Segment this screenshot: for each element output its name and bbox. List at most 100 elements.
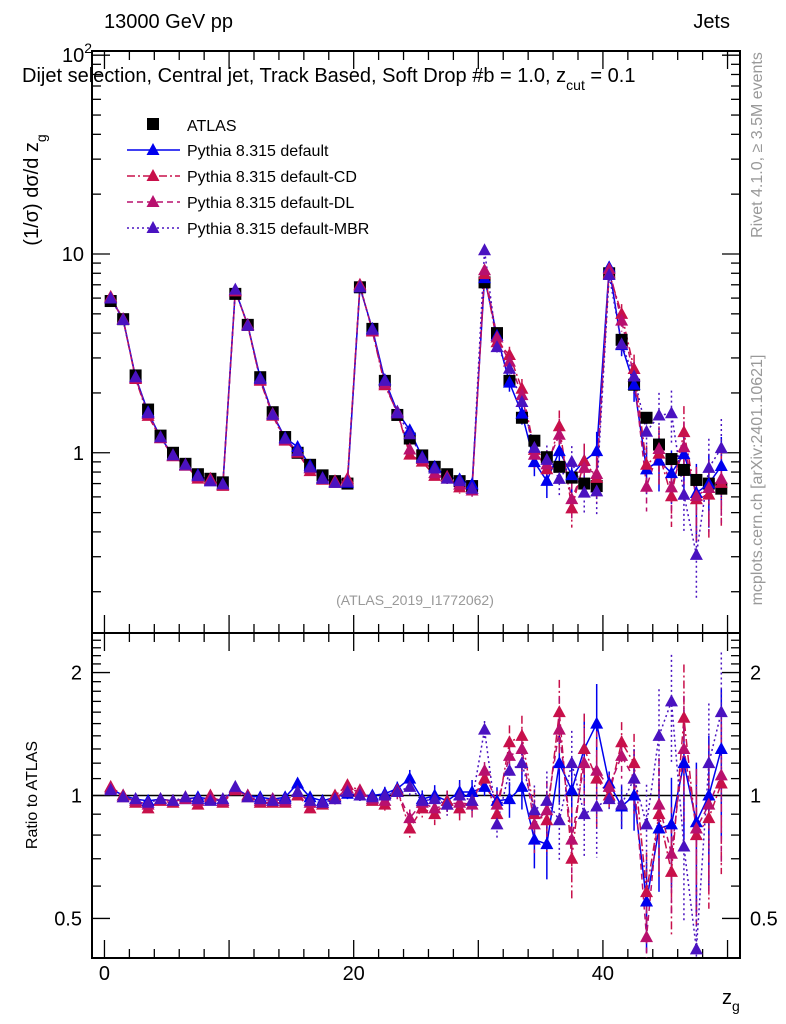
mc-point-3 — [104, 291, 118, 304]
mc-point-3 — [266, 407, 280, 420]
ratio-point-1 — [490, 807, 504, 820]
mc-point-2 — [664, 480, 678, 493]
ratio-point-3 — [353, 788, 367, 801]
ratio-point-0 — [540, 837, 554, 850]
ratio-point-3 — [689, 942, 703, 955]
x-tick-label: 20 — [343, 963, 365, 985]
mc-point-2 — [577, 460, 591, 473]
mc-point-3 — [228, 282, 242, 295]
mc-point-1 — [640, 457, 654, 470]
mc-point-3 — [129, 370, 143, 383]
mc-point-1 — [702, 487, 716, 500]
mc-point-3 — [328, 475, 342, 488]
ratio-point-1 — [640, 885, 654, 898]
mc-point-0 — [527, 455, 541, 468]
mc-point-3 — [278, 431, 292, 444]
ratio-point-3 — [203, 793, 217, 806]
ratio-point-1 — [540, 813, 554, 826]
ratio-point-3 — [615, 797, 629, 810]
mc-point-1 — [577, 453, 591, 466]
mc-point-3 — [154, 430, 168, 443]
ratio-point-3 — [415, 793, 429, 806]
mc-point-3 — [216, 477, 230, 490]
ratio-point-1 — [515, 728, 529, 741]
ratio-point-0 — [677, 756, 691, 769]
ratio-point-3 — [640, 817, 654, 830]
mc-point-3 — [166, 448, 180, 461]
ratio-point-3 — [664, 694, 678, 707]
ratio-point-2 — [515, 741, 529, 754]
rivet-info: Rivet 4.1.0, ≥ 3.5M events — [749, 52, 766, 238]
mc-point-3 — [615, 337, 629, 350]
mc-point-2 — [652, 441, 666, 454]
mc-point-3 — [340, 474, 354, 487]
plot-title: Dijet selection, Central jet, Track Base… — [22, 65, 635, 93]
ratio-point-1 — [652, 807, 666, 820]
ratio-tick-label-right: 1 — [750, 786, 761, 808]
mc-point-0 — [627, 377, 641, 390]
ratio-point-0 — [552, 756, 566, 769]
main-plot: 1 10 102 — [62, 40, 741, 958]
ratio-point-0 — [515, 779, 529, 792]
mc-point-0 — [565, 468, 579, 481]
ratio-point-3 — [116, 790, 130, 803]
ratio-point-2 — [552, 722, 566, 735]
ratio-point-2 — [490, 797, 504, 810]
mc-point-3 — [291, 444, 305, 457]
mc-point-2 — [552, 427, 566, 440]
y-axis-label: (1/σ) dσ/d zg — [21, 134, 49, 245]
mc-point-3 — [316, 471, 330, 484]
mc-point-2 — [640, 479, 654, 492]
mc-line-1 — [110, 273, 722, 509]
ratio-point-3 — [652, 728, 666, 741]
ratio-point-2 — [502, 748, 516, 761]
mc-point-2 — [677, 440, 691, 453]
header-right: Jets — [693, 11, 730, 33]
ratio-point-1 — [590, 771, 604, 784]
ratio-point-3 — [478, 722, 492, 735]
atlas-point — [690, 473, 703, 486]
mc-point-3 — [689, 547, 703, 560]
mc-point-0 — [714, 459, 728, 472]
ratio-point-0 — [664, 817, 678, 830]
mc-point-0 — [502, 375, 516, 388]
ratio-point-3 — [291, 784, 305, 797]
mc-point-2 — [502, 354, 516, 367]
mc-point-3 — [515, 395, 529, 408]
ratio-point-1 — [689, 828, 703, 841]
ratio-point-3 — [440, 797, 454, 810]
ratio-point-3 — [515, 756, 529, 769]
legend: ATLAS Pythia 8.315 default Pythia 8.315 de… — [127, 118, 369, 238]
mc-point-2 — [565, 492, 579, 505]
mc-point-0 — [552, 444, 566, 457]
mc-point-0 — [677, 447, 691, 460]
ratio-point-2 — [577, 756, 591, 769]
mc-point-1 — [677, 425, 691, 438]
ratio-point-2 — [664, 846, 678, 859]
ratio-point-2 — [428, 801, 442, 814]
ratio-point-3 — [565, 756, 579, 769]
ratio-point-3 — [253, 792, 267, 805]
mc-point-1 — [565, 501, 579, 514]
mc-point-3 — [378, 373, 392, 386]
ratio-point-3 — [129, 792, 143, 805]
ratio-tick-label: 2 — [71, 663, 82, 685]
atlas-point — [677, 463, 690, 476]
ratio-point-1 — [664, 864, 678, 877]
mc-point-1 — [552, 419, 566, 432]
legend-label-2: Pythia 8.315 default-DL — [187, 195, 354, 212]
mc-point-1 — [615, 306, 629, 319]
x-axis-label: zg — [722, 987, 740, 1014]
mc-point-2 — [478, 263, 492, 276]
legend-label-3: Pythia 8.315 default-MBR — [187, 221, 369, 238]
ratio-tick-label-right: 2 — [750, 663, 761, 685]
ratio-point-2 — [403, 811, 417, 824]
ratio-point-3 — [228, 779, 242, 792]
ratio-point-3 — [378, 788, 392, 801]
ratio-point-1 — [577, 741, 591, 754]
ratio-point-3 — [552, 813, 566, 826]
legend-marker-atlas — [147, 118, 159, 130]
ratio-point-2 — [590, 763, 604, 776]
mc-point-3 — [465, 481, 479, 494]
mc-point-0 — [540, 473, 554, 486]
